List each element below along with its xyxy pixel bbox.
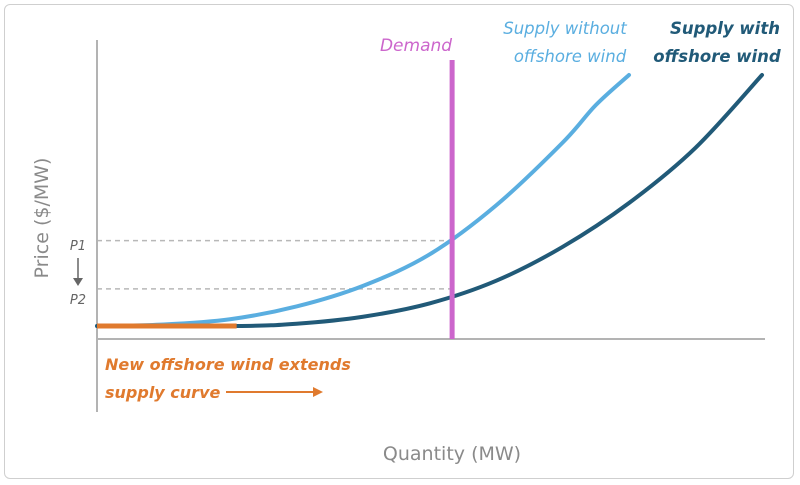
- p1-label: P1: [70, 239, 86, 254]
- extension-note-line2: supply curve: [105, 383, 221, 402]
- demand-label: Demand: [380, 36, 452, 56]
- price-drop-arrow-icon: [73, 258, 83, 286]
- chart-frame: [4, 4, 794, 479]
- supply-with-label-line2: offshore wind: [653, 47, 781, 66]
- supply-without-offshore-wind-curve: [95, 73, 631, 328]
- y-axis-label: Price ($/MW): [31, 158, 53, 279]
- supply-with-label-line1: Supply with: [670, 19, 780, 38]
- right-arrow-icon: [226, 387, 323, 397]
- x-axis-label: Quantity (MW): [383, 443, 521, 465]
- supply-with-offshore-wind-curve: [95, 73, 764, 329]
- supply-without-label-line1: Supply without: [503, 19, 627, 38]
- supply-without-label-line2: offshore wind: [514, 47, 627, 66]
- extension-note-line1: New offshore wind extends: [105, 355, 351, 374]
- p2-label: P2: [70, 293, 86, 308]
